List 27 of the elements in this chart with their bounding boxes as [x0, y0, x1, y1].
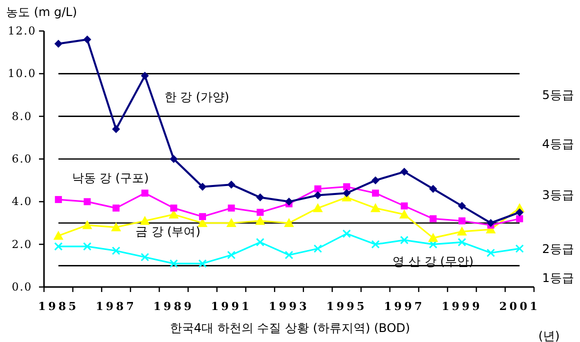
y-tick-label: 2.0 [12, 238, 32, 251]
x-tick-label: 1993 [268, 300, 310, 313]
x-axis-title: 한국4대 하천의 수질 상황 (하류지역) (BOD) [170, 321, 410, 335]
y-tick-label: 10.0 [8, 67, 36, 80]
text: 2등급 [542, 242, 574, 256]
x-tick-label: 1995 [326, 300, 367, 313]
text: 4등급 [542, 137, 574, 151]
y-tick-label: 6.0 [12, 152, 32, 166]
series-label: 금 강 (부여) [135, 224, 200, 239]
series-label: 한 강 (가양) [164, 90, 230, 104]
x-tick-label: 1991 [211, 300, 252, 313]
text: 1등급 [542, 271, 574, 285]
x-tick-label: 1987 [96, 300, 136, 313]
x-tick-label: 2001 [499, 300, 540, 313]
x-tick-label: 1989 [153, 300, 194, 313]
y-tick-label: 12.0 [8, 24, 36, 38]
x-tick-label: 1985 [38, 300, 79, 313]
text: (년) [538, 329, 560, 342]
series-label: 낙동 강 (구포) [72, 171, 149, 186]
y-tick-label: 8.0 [12, 110, 32, 123]
x-tick-label: 1999 [442, 300, 482, 313]
y-tick-label: 0.0 [12, 280, 32, 294]
x-tick-label: 1997 [384, 300, 425, 313]
text: 5등급 [542, 88, 574, 102]
y-tick-label: 4.0 [12, 195, 32, 208]
text: 3등급 [542, 188, 574, 202]
y-axis-title: 농도 (m g/L) [6, 5, 78, 19]
